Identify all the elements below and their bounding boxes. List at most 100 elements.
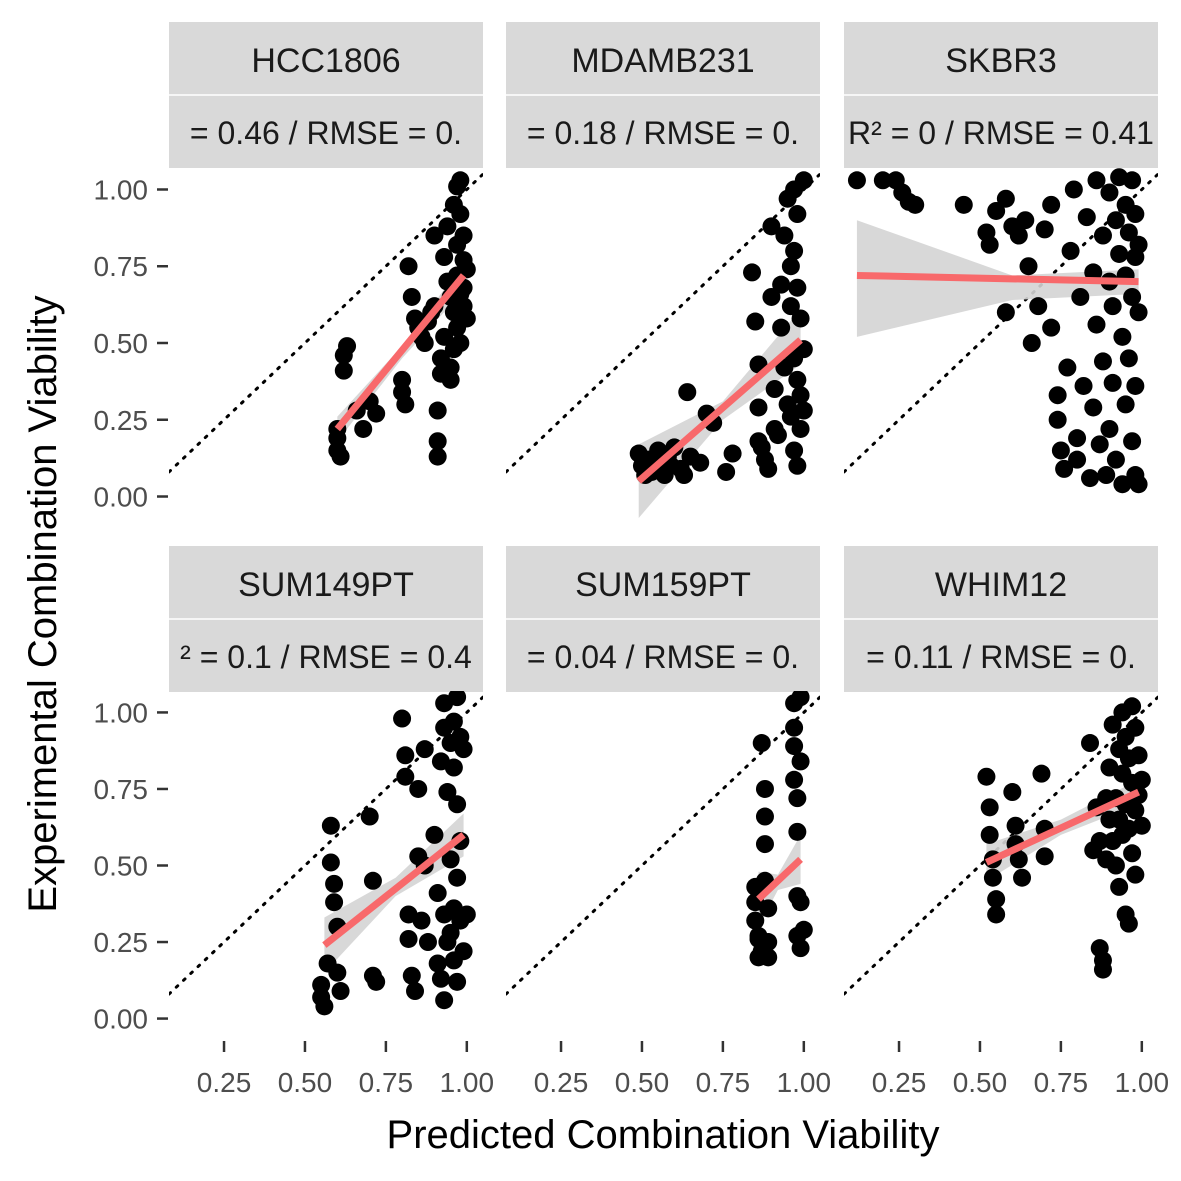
plot-area	[506, 171, 820, 518]
y-tick-label: 0.00	[94, 1004, 149, 1035]
data-point	[765, 380, 784, 399]
y-axes: 0.00 0.25 0.50 0.75 1.00 0.00 0.25 0.50 0.75 1.00	[94, 174, 168, 1035]
data-point	[785, 770, 804, 789]
data-point	[1042, 195, 1061, 214]
data-point	[781, 297, 800, 316]
data-point	[768, 426, 787, 445]
data-point	[1016, 211, 1035, 230]
facet-panel-whim12: WHIM12 = 0.11 / RMSE = 0.	[844, 546, 1158, 996]
data-point	[906, 195, 925, 214]
data-point	[1048, 410, 1067, 429]
data-point	[1022, 334, 1041, 352]
data-point	[759, 933, 778, 952]
data-point	[1058, 358, 1077, 377]
data-point	[752, 734, 771, 753]
data-point	[1055, 459, 1074, 478]
plot-area	[169, 171, 483, 474]
data-point	[399, 929, 418, 948]
facet-title: WHIM12	[935, 566, 1067, 604]
data-point	[457, 905, 476, 924]
data-point	[1106, 856, 1125, 875]
data-point	[1110, 877, 1129, 896]
data-point	[791, 752, 810, 771]
facet-title: SKBR3	[945, 42, 1057, 80]
data-point	[457, 309, 476, 328]
y-tick-label: 0.50	[94, 328, 149, 359]
data-point	[749, 398, 768, 417]
data-point	[1084, 263, 1103, 282]
data-point	[431, 969, 450, 988]
data-point	[444, 712, 463, 731]
regression-fit-line	[856, 271, 1139, 286]
data-point	[1103, 715, 1122, 734]
data-point	[1119, 349, 1138, 368]
regression-fit-line	[322, 832, 466, 948]
data-point	[1110, 244, 1129, 263]
y-tick-label: 0.25	[94, 405, 149, 436]
facet-stat-label: = 0.04 / RMSE = 0.	[527, 639, 799, 675]
data-point	[1100, 419, 1119, 438]
data-point	[399, 257, 418, 276]
data-point	[781, 257, 800, 276]
x-tick-label: 0.50	[278, 1067, 333, 1098]
data-point	[794, 920, 813, 939]
data-point	[791, 386, 810, 405]
data-point	[428, 447, 447, 466]
data-point	[1126, 205, 1145, 224]
data-point	[794, 401, 813, 420]
identity-reference-line	[169, 172, 483, 474]
data-point	[1084, 398, 1103, 417]
x-tick-label: 1.00	[777, 1067, 832, 1098]
y-tick-label: 0.75	[94, 251, 149, 282]
data-point	[1119, 914, 1138, 933]
x-tick-label: 0.75	[359, 1067, 414, 1098]
y-tick-label: 1.00	[94, 174, 149, 205]
data-point	[977, 767, 996, 786]
data-point	[1093, 226, 1112, 245]
data-point	[441, 850, 460, 869]
facet-panels: HCC1806 = 0.46 / RMSE = 0. MDAMB231 = 0.18 …	[169, 22, 1158, 1016]
data-point	[1003, 783, 1022, 802]
data-point	[987, 905, 1006, 924]
plot-area	[506, 691, 820, 996]
data-point	[1068, 450, 1087, 469]
data-point	[1097, 466, 1116, 485]
y-tick-label: 0.75	[94, 774, 149, 805]
data-point	[328, 963, 347, 982]
facet-stat-label: = 0.18 / RMSE = 0.	[527, 115, 799, 151]
data-point	[1132, 770, 1151, 789]
data-point	[1077, 208, 1096, 227]
data-point	[1106, 211, 1125, 230]
facet-panel-sum159pt: SUM159PT = 0.04 / RMSE = 0.	[506, 546, 820, 996]
data-point	[1129, 746, 1148, 765]
data-point	[1048, 386, 1067, 405]
plot-area	[844, 695, 1158, 996]
data-point	[1113, 475, 1132, 494]
data-point	[425, 226, 444, 245]
data-point	[325, 893, 344, 912]
data-point	[791, 309, 810, 328]
data-point	[415, 740, 434, 759]
data-point	[360, 807, 379, 826]
identity-reference-line	[844, 695, 1158, 996]
data-point	[396, 395, 415, 414]
data-point	[396, 767, 415, 786]
facet-panel-skbr3: SKBR3 R² = 0 / RMSE = 0.41	[844, 22, 1158, 494]
data-point	[428, 401, 447, 420]
data-point	[1042, 318, 1061, 337]
data-point	[1090, 435, 1109, 454]
facet-title: HCC1806	[251, 42, 400, 80]
data-point	[983, 868, 1002, 887]
data-point	[367, 404, 386, 423]
data-point	[785, 718, 804, 737]
data-point	[1064, 180, 1083, 199]
data-point	[428, 432, 447, 451]
data-point	[723, 444, 742, 463]
data-point	[1035, 220, 1054, 239]
data-point	[691, 453, 710, 472]
data-point	[759, 948, 778, 967]
data-point	[785, 241, 804, 260]
facet-panel-sum149pt: SUM149PT ² = 0.1 / RMSE = 0.4	[169, 546, 483, 1016]
data-point	[980, 825, 999, 844]
data-point	[873, 171, 892, 190]
